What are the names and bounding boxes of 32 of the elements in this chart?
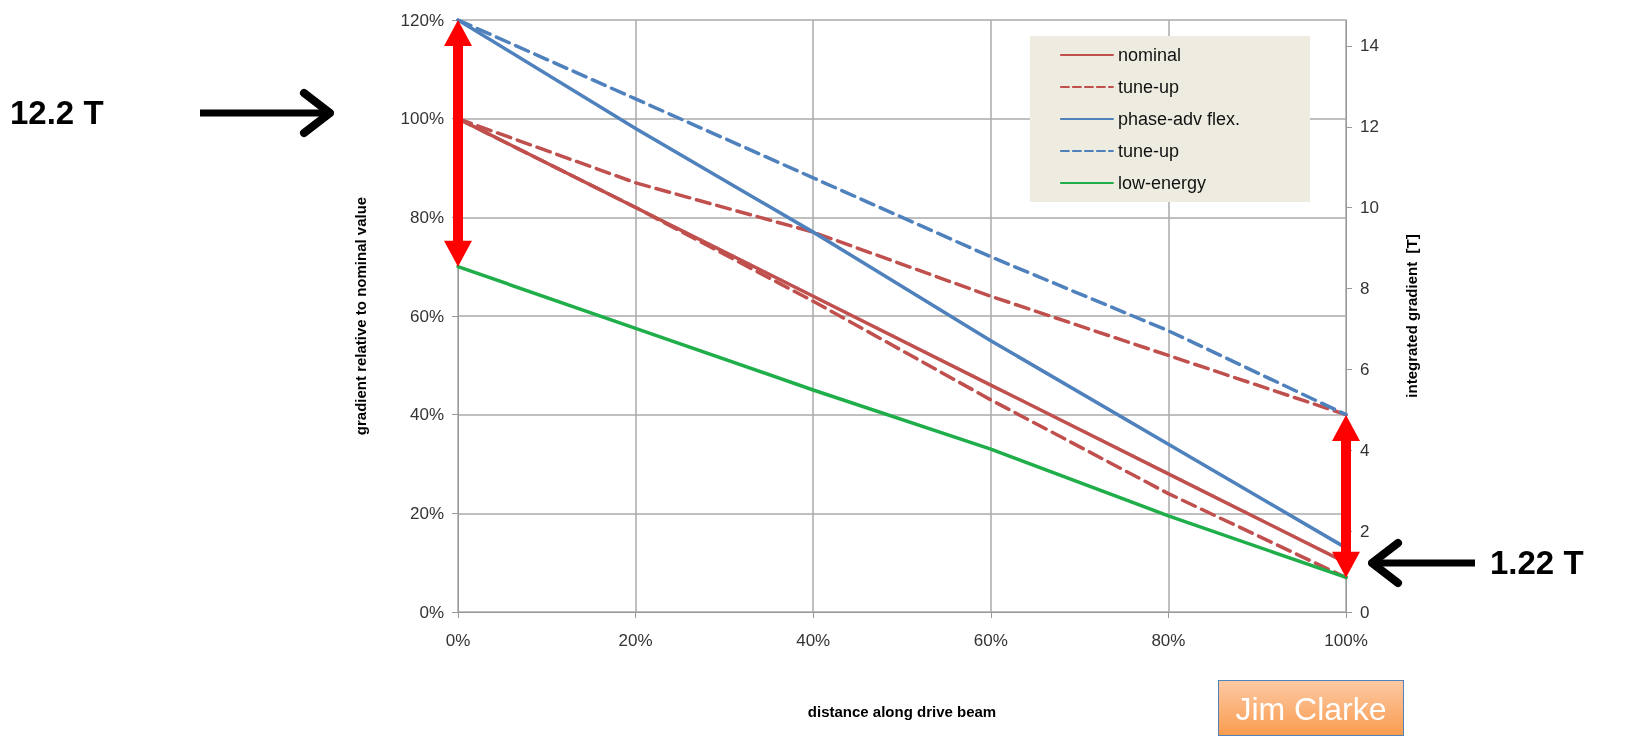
y-tick-label: 100% bbox=[400, 109, 444, 129]
text: Jim Clarke bbox=[1218, 680, 1404, 736]
legend-label: phase-adv flex. bbox=[1117, 109, 1241, 129]
y2-tick-label: 12 bbox=[1360, 117, 1379, 137]
y-axis-title: gradient relative to nominal value bbox=[352, 196, 369, 436]
y-tick-label: 120% bbox=[400, 10, 444, 30]
y-tick-label: 80% bbox=[409, 207, 444, 227]
x-tick-label: 60% bbox=[973, 631, 1008, 650]
legend-label: tune-up bbox=[1117, 141, 1179, 161]
legend-label: low-energy bbox=[1117, 173, 1206, 193]
y2-tick-label: 2 bbox=[1360, 521, 1370, 541]
legend-label: tune-up bbox=[1117, 77, 1179, 97]
y-tick-label: 20% bbox=[409, 503, 444, 523]
text: 1.22 T bbox=[1490, 543, 1584, 583]
x-tick-label: 20% bbox=[618, 631, 653, 650]
x-tick-label: 40% bbox=[796, 631, 831, 650]
y2-axis-title: integrated gradient [T] bbox=[1403, 234, 1420, 398]
y2-tick-label: 8 bbox=[1360, 279, 1370, 298]
y-tick-label: 40% bbox=[409, 405, 444, 425]
y2-tick-label: 4 bbox=[1360, 440, 1370, 460]
x-tick-label: 80% bbox=[1151, 631, 1186, 650]
x-tick-label: 100% bbox=[1324, 631, 1368, 650]
y2-tick-label: 10 bbox=[1360, 198, 1379, 218]
y2-tick-label: 0 bbox=[1360, 602, 1370, 622]
y2-tick-label: 14 bbox=[1360, 36, 1379, 56]
y-tick-label: 60% bbox=[409, 306, 444, 326]
y2-tick-label: 6 bbox=[1360, 359, 1370, 379]
text: 12.2 T bbox=[10, 93, 104, 133]
x-axis-title: distance along drive beam bbox=[807, 703, 997, 720]
y-tick-label: 0% bbox=[419, 602, 444, 622]
x-tick-label: 0% bbox=[445, 631, 471, 650]
legend-label: nominal bbox=[1117, 45, 1181, 65]
